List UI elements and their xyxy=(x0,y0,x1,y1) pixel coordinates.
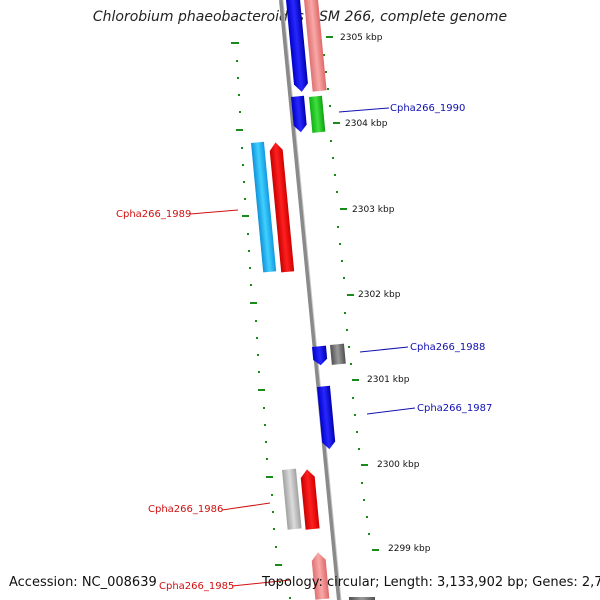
reverse-strand-genes xyxy=(251,141,330,600)
gene-arrow xyxy=(309,95,326,133)
gene-label: Cpha266_1988 xyxy=(410,342,485,353)
gene-arrow xyxy=(286,0,308,92)
gene-label: Cpha266_1987 xyxy=(417,403,492,414)
tick-label: 2301 kbp xyxy=(367,375,410,385)
gene-callouts xyxy=(189,107,416,587)
tick-label: 2300 kbp xyxy=(377,460,420,470)
forward-strand-genes xyxy=(286,0,375,600)
gene-label: Cpha266_1986 xyxy=(148,504,223,515)
gene-label: Cpha266_1990 xyxy=(390,103,465,114)
tick-label: 2299 kbp xyxy=(388,544,431,554)
gene-arrow xyxy=(312,345,328,366)
gene-arrow xyxy=(291,95,307,133)
tick-label: 2303 kbp xyxy=(352,205,395,215)
gene-arrow xyxy=(269,142,295,273)
gene-label: Cpha266_1985 xyxy=(159,581,234,592)
gene-labels: Cpha266_1990 Cpha266_1989 Cpha266_1988 C… xyxy=(116,103,492,592)
tick-labels: 2305 kbp 2304 kbp 2303 kbp 2302 kbp 2301… xyxy=(340,33,431,554)
tick-label: 2304 kbp xyxy=(345,119,388,129)
gene-arrow xyxy=(304,0,327,92)
inner-tick-ring xyxy=(231,42,291,599)
gene-arrow xyxy=(317,385,336,450)
gene-arrow xyxy=(311,552,330,600)
gene-arrow xyxy=(251,141,277,273)
gene-arrow xyxy=(330,343,346,365)
outer-tick-ring xyxy=(323,36,379,551)
tick-label: 2302 kbp xyxy=(358,290,401,300)
genome-summary-text: Topology: circular; Length: 3,133,902 bp… xyxy=(262,575,600,590)
gene-label: Cpha266_1989 xyxy=(116,209,191,220)
tick-label: 2305 kbp xyxy=(340,33,383,43)
accession-text: Accession: NC_008639 xyxy=(9,575,157,590)
gene-arrow xyxy=(300,469,320,530)
gene-arrow xyxy=(349,597,375,600)
genome-backbone xyxy=(279,0,341,600)
gene-arrow xyxy=(282,468,302,530)
